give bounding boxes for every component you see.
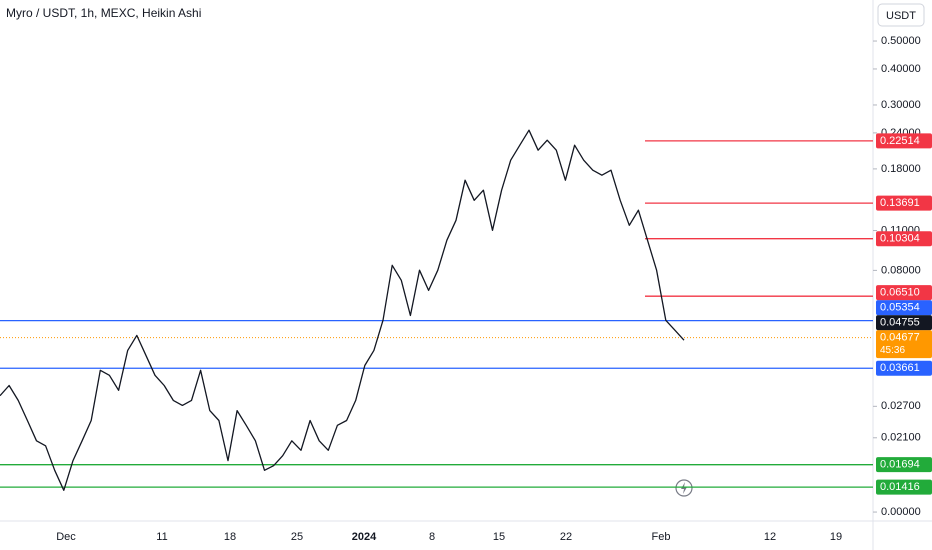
level-label-box xyxy=(876,285,932,301)
x-tick-label: 18 xyxy=(224,531,236,543)
y-tick-label: 0.50000 xyxy=(881,35,921,47)
level-label-box xyxy=(876,479,932,495)
x-tick-label: 22 xyxy=(560,531,572,543)
y-tick-label: 0.30000 xyxy=(881,99,921,111)
level-label: 0.05354 xyxy=(880,301,920,313)
level-label-box xyxy=(876,231,932,247)
y-tick-label: 0.02100 xyxy=(881,432,921,444)
x-tick-label: 2024 xyxy=(352,531,377,543)
level-label-box xyxy=(876,300,932,316)
level-label-box xyxy=(876,195,932,211)
level-label: 0.04755 xyxy=(880,316,920,328)
x-tick-label: 8 xyxy=(429,531,435,543)
level-label: 0.22514 xyxy=(880,135,920,147)
countdown: 45:36 xyxy=(880,345,905,356)
level-label: 0.01694 xyxy=(880,459,920,471)
x-tick-label: 25 xyxy=(291,531,303,543)
level-label-box xyxy=(876,133,932,149)
x-tick-label: Dec xyxy=(56,531,76,543)
level-label: 0.03661 xyxy=(880,362,920,374)
x-tick-label: 15 xyxy=(493,531,505,543)
y-tick-label: 0.02700 xyxy=(881,400,921,412)
currency-label[interactable]: USDT xyxy=(886,10,916,22)
currency-button[interactable] xyxy=(877,3,925,27)
level-label: 0.04677 xyxy=(880,331,920,343)
level-label: 0.13691 xyxy=(880,197,920,209)
chart-title: Myro / USDT, 1h, MEXC, Heikin Ashi xyxy=(6,6,201,20)
x-tick-label: 19 xyxy=(830,531,842,543)
x-tick-label: 12 xyxy=(764,531,776,543)
y-tick-label: 0.08000 xyxy=(881,264,921,276)
level-label-box xyxy=(876,315,932,331)
y-tick-label: 0.00000 xyxy=(881,506,921,518)
price-line xyxy=(0,129,685,491)
level-label: 0.10304 xyxy=(880,233,920,245)
level-label: 0.01416 xyxy=(880,481,920,493)
alert-icon xyxy=(681,482,687,494)
y-tick-label: 0.18000 xyxy=(881,163,921,175)
level-label-box xyxy=(876,457,932,473)
level-label-box xyxy=(876,330,932,359)
level-label-box xyxy=(876,360,932,376)
y-tick-label: 0.40000 xyxy=(881,63,921,75)
x-tick-label: 11 xyxy=(156,531,167,543)
level-label: 0.06510 xyxy=(880,286,920,298)
x-tick-label: Feb xyxy=(652,531,671,543)
